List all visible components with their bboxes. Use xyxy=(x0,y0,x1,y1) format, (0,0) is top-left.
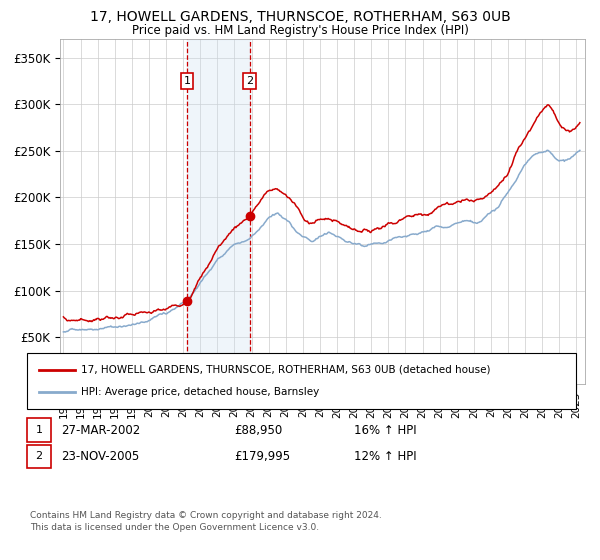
Text: This data is licensed under the Open Government Licence v3.0.: This data is licensed under the Open Gov… xyxy=(30,523,319,532)
Text: HPI: Average price, detached house, Barnsley: HPI: Average price, detached house, Barn… xyxy=(81,387,319,397)
Text: 2: 2 xyxy=(35,451,43,461)
Text: 12% ↑ HPI: 12% ↑ HPI xyxy=(354,450,416,463)
Bar xyxy=(187,39,250,384)
Text: 17, HOWELL GARDENS, THURNSCOE, ROTHERHAM, S63 0UB: 17, HOWELL GARDENS, THURNSCOE, ROTHERHAM… xyxy=(89,10,511,24)
Text: 16% ↑ HPI: 16% ↑ HPI xyxy=(354,423,416,437)
Text: £88,950: £88,950 xyxy=(234,423,282,437)
Text: 23-NOV-2005: 23-NOV-2005 xyxy=(61,450,139,463)
Text: Contains HM Land Registry data © Crown copyright and database right 2024.: Contains HM Land Registry data © Crown c… xyxy=(30,511,382,520)
Text: 1: 1 xyxy=(35,425,43,435)
Text: 17, HOWELL GARDENS, THURNSCOE, ROTHERHAM, S63 0UB (detached house): 17, HOWELL GARDENS, THURNSCOE, ROTHERHAM… xyxy=(81,365,491,375)
Text: £179,995: £179,995 xyxy=(234,450,290,463)
Text: Price paid vs. HM Land Registry's House Price Index (HPI): Price paid vs. HM Land Registry's House … xyxy=(131,24,469,36)
Text: 2: 2 xyxy=(246,76,253,86)
Text: 27-MAR-2002: 27-MAR-2002 xyxy=(61,423,140,437)
Text: 1: 1 xyxy=(184,76,191,86)
